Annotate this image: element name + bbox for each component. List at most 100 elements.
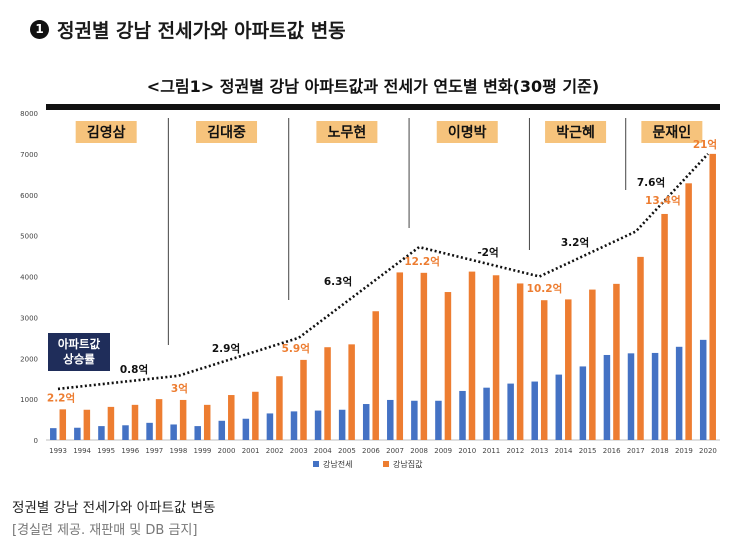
bar-price xyxy=(324,347,331,440)
change-label: 3.2억 xyxy=(561,237,589,249)
admin-label-box xyxy=(641,121,703,143)
bar-price xyxy=(276,376,283,440)
y-tick-label: 4000 xyxy=(20,274,38,282)
bar-price xyxy=(179,399,187,440)
x-tick-label: 1998 xyxy=(169,447,187,455)
admin-label-box xyxy=(436,121,498,143)
change-label: 7.6억 xyxy=(637,177,665,189)
y-tick-label: 0 xyxy=(34,437,38,445)
x-tick-label: 2005 xyxy=(338,447,356,455)
x-tick-label: 2011 xyxy=(482,447,500,455)
number-bullet-icon: 1 xyxy=(30,19,49,39)
bar-jeonse xyxy=(266,413,274,440)
x-tick-label: 2001 xyxy=(242,447,260,455)
bar-jeonse xyxy=(627,353,635,440)
x-tick-label: 2012 xyxy=(506,447,524,455)
bar-price xyxy=(613,283,620,440)
admin-label-box xyxy=(196,121,258,143)
headline-text: 정권별 강남 전세가와 아파트값 변동 xyxy=(57,19,346,42)
admin-label: 박근혜 xyxy=(556,124,595,141)
trend-label: 상승률 xyxy=(63,352,95,366)
x-tick-label: 1994 xyxy=(73,447,91,455)
title-rule xyxy=(46,104,720,110)
x-tick-label: 2008 xyxy=(410,447,428,455)
bar-jeonse xyxy=(74,427,81,440)
bar-jeonse xyxy=(507,383,514,440)
price-label: 2.2억 xyxy=(47,392,75,404)
bar-price xyxy=(372,311,379,440)
legend-label: 강남집값 xyxy=(393,459,423,469)
x-tick-label: 2000 xyxy=(218,447,236,455)
bar-price xyxy=(637,256,644,440)
bar-jeonse xyxy=(170,424,177,440)
bar-jeonse xyxy=(603,354,611,440)
x-tick-label: 2004 xyxy=(314,447,332,455)
trend-label-box xyxy=(48,333,110,371)
bar-price xyxy=(709,153,716,440)
price-label: 3억 xyxy=(171,383,188,395)
bar-price xyxy=(131,404,139,440)
admin-label: 이명박 xyxy=(448,124,487,141)
y-tick-label: 7000 xyxy=(20,151,38,159)
headline: 1 정권별 강남 전세가와 아파트값 변동 xyxy=(30,14,346,44)
legend-swatch xyxy=(313,461,319,467)
bar-price xyxy=(540,300,548,440)
y-tick-label: 5000 xyxy=(20,233,38,241)
x-tick-label: 2019 xyxy=(675,447,693,455)
x-tick-label: 2017 xyxy=(627,447,645,455)
x-tick-label: 2015 xyxy=(579,447,597,455)
bar-jeonse xyxy=(218,420,226,440)
bar-jeonse xyxy=(122,425,129,440)
y-tick-label: 3000 xyxy=(20,314,38,322)
bar-jeonse xyxy=(194,426,201,440)
bar-jeonse xyxy=(50,428,57,440)
bar-price xyxy=(83,409,91,440)
x-tick-label: 1999 xyxy=(194,447,212,455)
y-tick-label: 1000 xyxy=(20,396,38,404)
bar-jeonse xyxy=(555,374,563,440)
legend-swatch xyxy=(383,461,389,467)
bar-price xyxy=(565,299,572,440)
price-label: 10.2억 xyxy=(527,283,563,295)
bar-price xyxy=(468,271,476,440)
x-tick-label: 2016 xyxy=(603,447,621,455)
admin-label: 문재인 xyxy=(653,124,692,141)
admin-label-box xyxy=(545,121,607,143)
admin-label-box xyxy=(75,121,137,143)
bar-jeonse xyxy=(459,390,466,440)
bar-price xyxy=(516,283,524,440)
y-tick-label: 8000 xyxy=(20,110,38,118)
bar-price xyxy=(107,406,115,440)
change-label: 6.3억 xyxy=(324,276,352,288)
bar-price xyxy=(420,272,428,440)
price-label: 12.2억 xyxy=(404,256,440,268)
x-tick-label: 2018 xyxy=(651,447,669,455)
bar-jeonse xyxy=(579,366,587,440)
change-label: 2.9억 xyxy=(212,343,240,355)
bar-jeonse xyxy=(338,409,346,440)
bar-jeonse xyxy=(290,411,298,440)
bar-price xyxy=(661,213,668,440)
bar-jeonse xyxy=(483,387,490,440)
trend-line xyxy=(57,153,709,391)
x-tick-label: 2013 xyxy=(531,447,549,455)
price-label: 5.9억 xyxy=(282,343,310,355)
bar-jeonse xyxy=(651,352,659,440)
x-tick-label: 2010 xyxy=(458,447,476,455)
x-tick-label: 1997 xyxy=(145,447,163,455)
bar-price xyxy=(492,275,500,440)
bar-price xyxy=(203,404,211,440)
price-label: 13.4억 xyxy=(645,195,681,207)
x-tick-label: 1995 xyxy=(97,447,115,455)
bar-price xyxy=(685,183,692,440)
admin-label: 김영삼 xyxy=(87,124,126,141)
chart-title: <그림1> 정권별 강남 아파트값과 전세가 연도별 변화(30평 기준) xyxy=(147,77,599,96)
bar-price xyxy=(59,409,67,440)
bar-price xyxy=(396,272,404,440)
bar-jeonse xyxy=(699,339,707,440)
y-tick-label: 2000 xyxy=(20,355,38,363)
admin-label: 김대중 xyxy=(207,124,246,141)
bar-price xyxy=(300,359,307,440)
caption: 정권별 강남 전세가와 아파트값 변동 xyxy=(12,500,216,516)
